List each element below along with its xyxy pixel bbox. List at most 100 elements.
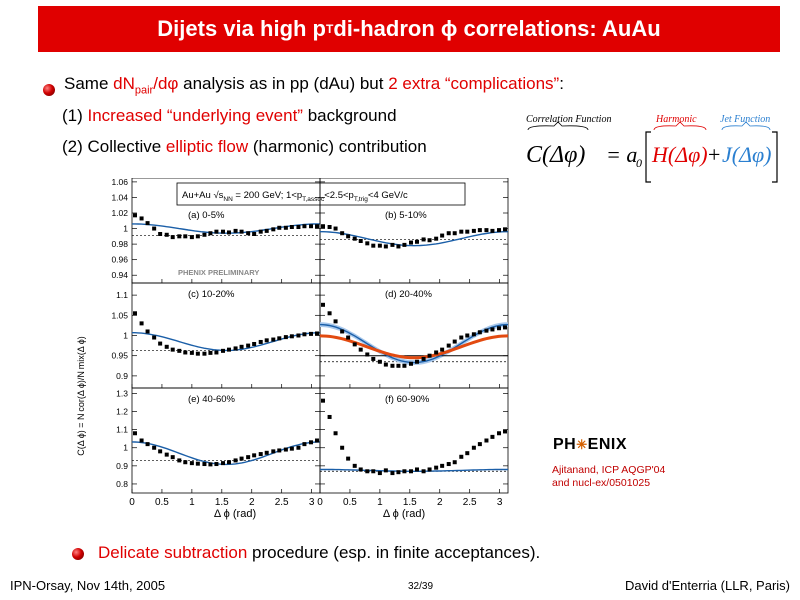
- data-point: [296, 225, 301, 229]
- data-point: [358, 467, 363, 472]
- data-point: [352, 463, 357, 468]
- flow-contribution-line: [319, 334, 509, 360]
- data-point: [352, 236, 357, 241]
- x-tick-label: 2: [249, 497, 255, 508]
- x-tick-label: 2: [437, 497, 443, 508]
- data-point: [264, 450, 269, 455]
- data-point: [452, 460, 457, 465]
- footer-page-number: 32/39: [408, 581, 434, 592]
- data-point: [139, 321, 144, 326]
- data-point: [340, 329, 345, 334]
- data-point: [277, 448, 282, 453]
- data-point: [309, 440, 314, 445]
- data-point: [346, 335, 351, 340]
- formula-plus: +: [708, 142, 720, 167]
- data-point: [409, 469, 414, 474]
- data-point: [246, 343, 251, 348]
- data-point: [189, 235, 194, 240]
- y-tick-label: 1: [123, 224, 128, 234]
- data-point: [327, 225, 332, 229]
- data-point: [252, 232, 257, 236]
- data-point: [214, 350, 219, 355]
- data-point: [309, 224, 314, 229]
- data-point: [132, 431, 137, 436]
- data-point: [471, 445, 476, 450]
- data-point: [390, 471, 395, 476]
- x-tick-label: 0.5: [343, 497, 357, 508]
- data-point: [145, 221, 150, 226]
- formula-lhs: C(Δφ): [526, 142, 585, 168]
- panel-label: (c) 10-20%: [188, 289, 235, 300]
- x-tick-label: 2.5: [275, 497, 289, 508]
- data-point: [346, 456, 351, 461]
- svg-text:Au+Au √sNN = 200 GeV; 1<pT,as: Au+Au √sNN = 200 GeV; 1<pT,assoc<2.5<pT,…: [182, 190, 408, 203]
- data-point: [246, 455, 251, 460]
- data-point: [503, 429, 508, 434]
- y-tick-label: 1.06: [111, 178, 128, 187]
- y-tick-label: 0.9: [116, 371, 128, 381]
- data-point: [302, 332, 307, 337]
- data-point: [239, 229, 244, 234]
- data-point: [358, 347, 363, 352]
- data-point: [365, 241, 370, 246]
- data-point: [258, 229, 263, 234]
- data-point: [183, 234, 188, 239]
- data-point: [202, 462, 207, 467]
- data-point: [465, 333, 470, 338]
- x-tick-label: 3: [497, 497, 503, 508]
- data-point: [490, 434, 495, 439]
- data-point: [396, 363, 401, 368]
- data-point: [471, 228, 476, 233]
- data-point: [183, 350, 188, 355]
- x-tick-label: 0: [129, 497, 135, 508]
- data-point: [320, 224, 325, 229]
- data-point: [315, 224, 320, 229]
- data-point: [239, 456, 244, 461]
- data-point: [202, 232, 207, 237]
- data-point: [434, 465, 439, 470]
- data-point: [477, 228, 482, 233]
- data-point: [409, 361, 414, 366]
- data-point: [214, 229, 219, 234]
- data-point: [296, 333, 301, 338]
- panel-label: (a) 0-5%: [188, 210, 225, 221]
- data-point: [296, 445, 301, 450]
- title-prefix: Dijets via high p: [157, 16, 326, 41]
- data-point: [177, 234, 182, 239]
- data-point: [390, 363, 395, 368]
- data-point: [503, 325, 508, 330]
- data-point: [164, 232, 169, 237]
- correlation-figure: C(Δ ϕ) = N cor(Δ ϕ)/N mix(Δ ϕ) Δ ϕ (rad)…: [76, 178, 509, 520]
- formula-eq: = a: [606, 142, 637, 167]
- bullet-text-2: Delicate subtraction procedure (esp. in …: [98, 543, 541, 562]
- figure-xlabel-left: Δ ϕ (rad): [214, 508, 256, 520]
- formula-jet-label: Jet Function: [720, 114, 770, 125]
- data-point: [289, 334, 294, 339]
- data-point: [414, 239, 419, 244]
- data-point: [440, 233, 445, 238]
- data-point: [277, 336, 282, 341]
- data-point: [497, 228, 502, 233]
- formula-eq-sub: 0: [636, 156, 642, 170]
- data-point: [465, 229, 470, 234]
- data-point: [352, 342, 357, 347]
- data-point: [427, 353, 432, 358]
- formula-harmonic-label: Harmonic: [655, 114, 697, 125]
- data-point: [452, 339, 457, 344]
- data-point: [358, 239, 363, 243]
- data-point: [283, 225, 288, 230]
- data-point: [277, 225, 282, 230]
- data-point: [170, 235, 175, 240]
- data-point: [477, 330, 482, 335]
- data-point: [226, 460, 231, 465]
- figure-ylabel: C(Δ ϕ) = N cor(Δ ϕ)/N mix(Δ ϕ): [76, 336, 86, 456]
- data-point: [371, 243, 376, 248]
- data-point: [465, 451, 470, 456]
- citation: Ajitanand, ICP AQGP'04 and nucl-ex/05010…: [552, 464, 666, 489]
- data-point: [503, 227, 508, 232]
- y-tick-label: 0.94: [111, 270, 128, 280]
- data-point: [183, 460, 188, 465]
- data-point: [258, 452, 263, 457]
- data-point: [246, 231, 251, 236]
- formula-lhs-label: Correlation Function: [526, 114, 611, 125]
